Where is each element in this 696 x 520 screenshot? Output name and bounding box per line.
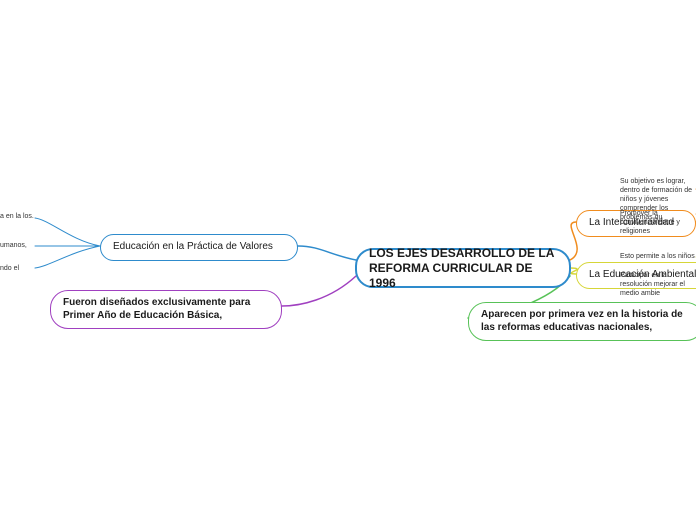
leaf-valores-2: ndo el (0, 264, 40, 273)
branch-primero[interactable]: Fueron diseñados exclusivamente para Pri… (50, 290, 282, 329)
branch-historia[interactable]: Aparecen por primera vez en la historia … (468, 302, 696, 341)
leaf-intercultural-1: Promover la convivencia entre y religion… (620, 209, 696, 236)
leaf-valores-1: umanos, (0, 241, 40, 250)
connector-layer (0, 0, 696, 520)
branch-historia-label: Aparecen por primera vez en la historia … (481, 309, 691, 334)
leaf-ambiental-0: Esto permite a los niños (620, 252, 695, 261)
central-topic[interactable]: LOS EJES DESARROLLO DE LA REFORMA CURRIC… (355, 248, 571, 288)
leaf-valores-0: a en la los. (0, 212, 40, 221)
leaf-ambiental-1: Participar en la resolución mejorar el m… (620, 271, 696, 298)
branch-primero-label: Fueron diseñados exclusivamente para Pri… (63, 297, 269, 322)
branch-valores-label: Educación en la Práctica de Valores (113, 241, 273, 254)
central-topic-label: LOS EJES DESARROLLO DE LA REFORMA CURRIC… (369, 246, 557, 291)
branch-valores[interactable]: Educación en la Práctica de Valores (100, 234, 298, 261)
